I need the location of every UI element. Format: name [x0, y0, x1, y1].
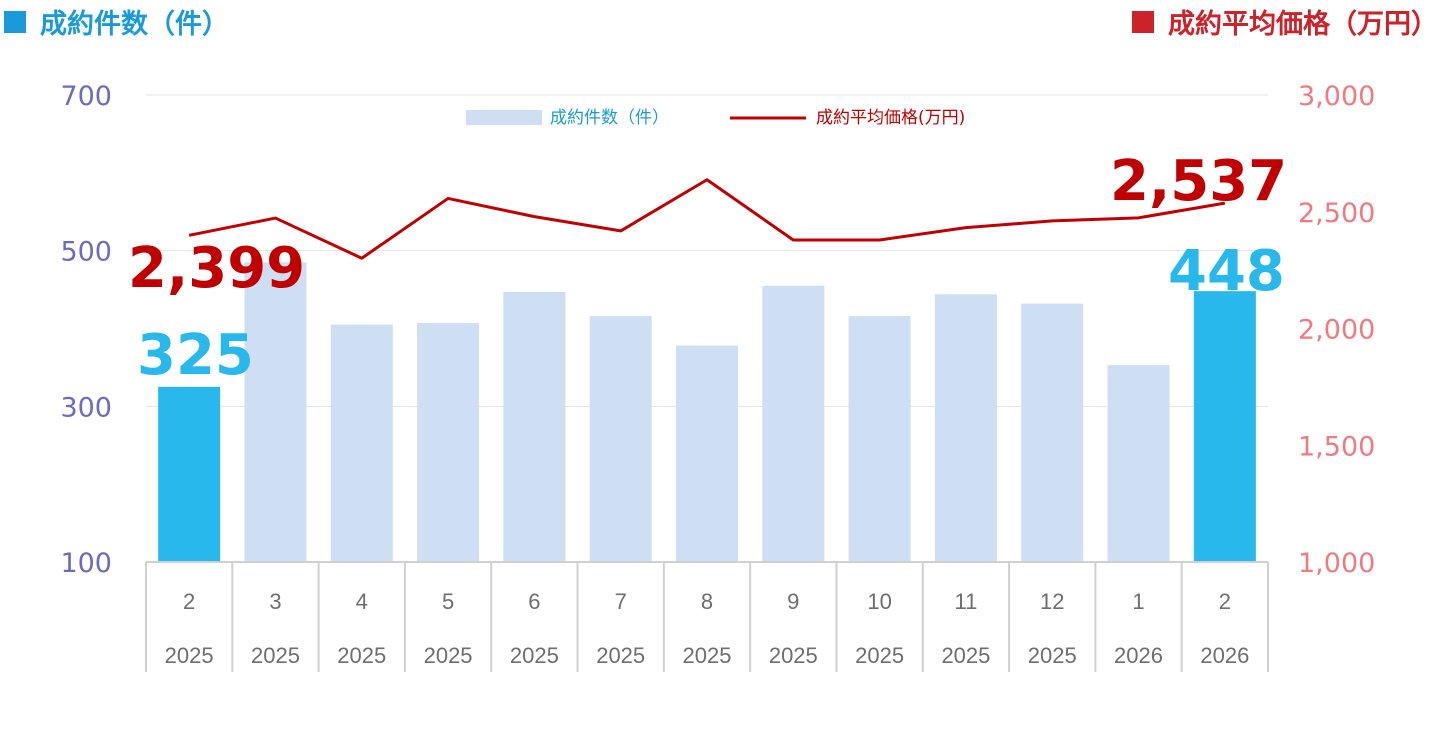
x-tick-label-month: 4	[356, 589, 368, 614]
x-tick-label-month: 9	[787, 589, 799, 614]
right-y-tick-label: 1,000	[1298, 548, 1375, 579]
bar	[1021, 303, 1084, 562]
x-tick-label-month: 2	[1219, 589, 1231, 614]
left-axis-title-text: 成約件数（件）	[40, 9, 229, 40]
right-axis-title: 成約平均価格（万円）	[1132, 2, 1438, 41]
data-label: 325	[137, 323, 254, 388]
bar	[503, 291, 566, 562]
data-label: 448	[1168, 239, 1285, 304]
x-tick-label-month: 1	[1132, 589, 1144, 614]
x-tick-label-year: 2025	[769, 643, 818, 668]
left-y-tick-label: 500	[60, 237, 112, 268]
x-tick-label-month: 2	[183, 589, 195, 614]
x-tick-label-year: 2025	[683, 643, 732, 668]
x-tick-label-year: 2026	[1200, 643, 1249, 668]
right-y-tick-label: 3,000	[1298, 81, 1375, 112]
x-tick-label-month: 5	[442, 589, 454, 614]
legend-line-label: 成約平均価格(万円)	[816, 108, 965, 128]
x-tick-label-month: 8	[701, 589, 713, 614]
x-tick-label-year: 2025	[251, 643, 300, 668]
left-y-tick-label: 100	[60, 548, 112, 579]
bar	[848, 316, 911, 562]
square-icon	[4, 10, 26, 33]
right-y-tick-label: 2,000	[1298, 315, 1375, 346]
data-label: 2,399	[128, 236, 305, 301]
bar	[1193, 291, 1256, 562]
bar	[244, 262, 307, 562]
x-tick-label-year: 2025	[1028, 643, 1077, 668]
right-y-tick-label: 1,500	[1298, 431, 1375, 462]
square-icon	[1132, 10, 1154, 33]
x-tick-label-year: 2025	[337, 643, 386, 668]
x-tick-label-year: 2025	[855, 643, 904, 668]
left-axis-title: 成約件数（件）	[4, 2, 229, 41]
x-tick-label-year: 2025	[510, 643, 559, 668]
legend-bar-swatch	[466, 110, 542, 125]
bar	[934, 294, 997, 562]
bar	[417, 323, 480, 562]
left-y-tick-label: 700	[60, 81, 112, 112]
x-tick-label-year: 2025	[424, 643, 473, 668]
right-axis-title-text: 成約平均価格（万円）	[1168, 9, 1438, 40]
x-tick-label-month: 6	[528, 589, 540, 614]
price-line	[188, 178, 1226, 260]
x-tick-label-month: 12	[1040, 589, 1064, 614]
bar	[158, 386, 221, 562]
x-tick-label-month: 10	[867, 589, 891, 614]
bar	[1107, 365, 1170, 562]
x-tick-label-year: 2025	[596, 643, 645, 668]
legend-bar-label: 成約件数（件）	[550, 108, 669, 128]
bar	[762, 285, 825, 562]
x-tick-label-month: 7	[615, 589, 627, 614]
x-tick-label-month: 11	[955, 589, 978, 614]
left-y-tick-label: 300	[60, 392, 112, 423]
x-tick-label-month: 3	[269, 589, 281, 614]
x-tick-label-year: 2025	[941, 643, 990, 668]
data-label: 2,537	[1110, 149, 1287, 214]
x-tick-label-year: 2026	[1114, 643, 1163, 668]
bar	[676, 345, 738, 562]
bar	[330, 324, 393, 562]
x-tick-label-year: 2025	[165, 643, 214, 668]
bar	[589, 316, 652, 562]
right-y-tick-label: 2,500	[1298, 198, 1375, 229]
